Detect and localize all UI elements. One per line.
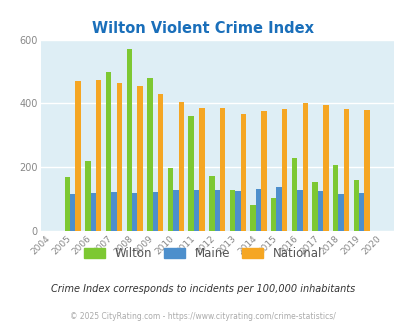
Bar <box>137 86 142 231</box>
Bar <box>353 180 358 231</box>
Bar <box>178 102 183 231</box>
Bar <box>90 193 96 231</box>
Bar <box>322 105 328 231</box>
Bar <box>158 94 163 231</box>
Bar <box>317 191 322 231</box>
Bar <box>64 177 70 231</box>
Bar <box>106 72 111 231</box>
Bar <box>260 112 266 231</box>
Bar <box>132 193 137 231</box>
Bar <box>167 168 173 231</box>
Bar <box>302 103 307 231</box>
Bar <box>250 206 255 231</box>
Bar <box>338 194 343 231</box>
Bar <box>234 191 240 231</box>
Bar <box>255 188 260 231</box>
Bar <box>296 190 302 231</box>
Bar <box>220 108 225 231</box>
Bar <box>271 197 276 231</box>
Bar <box>343 110 348 231</box>
Bar <box>147 78 152 231</box>
Bar <box>291 158 296 231</box>
Bar <box>209 176 214 231</box>
Bar <box>332 165 338 231</box>
Bar <box>173 189 178 231</box>
Bar <box>276 187 281 231</box>
Text: Wilton Violent Crime Index: Wilton Violent Crime Index <box>92 21 313 36</box>
Bar <box>116 82 121 231</box>
Legend: Wilton, Maine, National: Wilton, Maine, National <box>84 247 321 260</box>
Bar <box>152 192 158 231</box>
Bar <box>111 192 116 231</box>
Bar <box>75 81 81 231</box>
Bar <box>188 116 194 231</box>
Bar <box>214 189 220 231</box>
Bar <box>70 194 75 231</box>
Bar <box>240 114 245 231</box>
Bar <box>194 189 199 231</box>
Bar <box>281 109 286 231</box>
Text: © 2025 CityRating.com - https://www.cityrating.com/crime-statistics/: © 2025 CityRating.com - https://www.city… <box>70 313 335 321</box>
Bar <box>126 49 132 231</box>
Bar <box>358 193 364 231</box>
Text: Crime Index corresponds to incidents per 100,000 inhabitants: Crime Index corresponds to incidents per… <box>51 284 354 294</box>
Bar <box>364 110 369 231</box>
Bar <box>85 161 90 231</box>
Bar <box>229 189 234 231</box>
Bar <box>96 81 101 231</box>
Bar <box>312 182 317 231</box>
Bar <box>199 108 204 231</box>
